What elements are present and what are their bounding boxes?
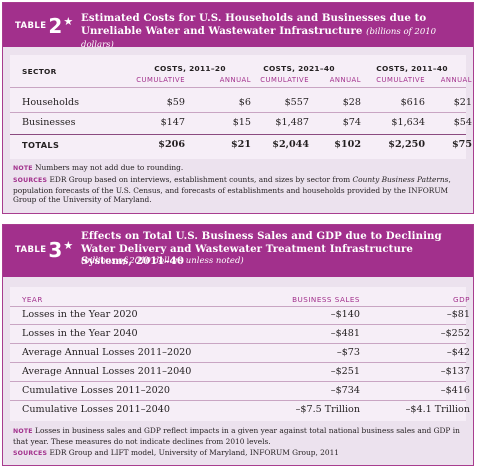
cell: $15 [232, 117, 251, 128]
cell: $28 [342, 97, 361, 108]
table-2-label: TABLE [15, 21, 47, 31]
sources-label: SOURCES [13, 177, 48, 184]
gdp-cell: –$42 [446, 347, 470, 358]
subheader: CUMULATIVE [260, 76, 309, 84]
table-2-title: Estimated Costs for U.S. Households and … [81, 12, 437, 51]
table-3-label: TABLE [15, 245, 47, 255]
divider [10, 324, 466, 325]
gdp-cell: –$416 [440, 385, 470, 396]
gdp-cell: –$137 [440, 366, 470, 377]
table-2-sources: SOURCES EDR Group based on interviews, e… [13, 175, 451, 205]
table-3-tag: TABLE 3★ [15, 238, 73, 262]
cell: $1,634 [391, 117, 425, 128]
row-label: Losses in the Year 2040 [22, 328, 138, 339]
row-label: Average Annual Losses 2011–2040 [22, 366, 192, 377]
sales-cell: –$734 [330, 385, 360, 396]
group-header: COSTS, 2021–40 [263, 64, 335, 73]
total-cell: $2,250 [388, 139, 425, 150]
sales-cell: –$481 [330, 328, 360, 339]
row-label: Average Annual Losses 2011–2020 [22, 347, 192, 358]
cell: $54 [453, 117, 472, 128]
year-header: YEAR [22, 295, 43, 304]
row-label: Businesses [22, 117, 76, 128]
divider [10, 362, 466, 363]
sales-cell: –$251 [330, 366, 360, 377]
total-cell: $75 [451, 139, 472, 150]
table-2-tag: TABLE 2★ [15, 14, 73, 38]
subheader: ANNUAL [219, 76, 251, 84]
table-3-note: NOTE Losses in business sales and GDP re… [13, 426, 460, 446]
table-2-note: NOTE Numbers may not add due to rounding… [13, 163, 184, 172]
divider [10, 343, 466, 344]
sector-header: SECTOR [22, 67, 57, 76]
gdp-cell: –$4.1 Trillion [405, 404, 470, 415]
divider [10, 87, 466, 88]
divider [10, 112, 466, 113]
cell: $74 [342, 117, 361, 128]
cell: $6 [238, 97, 251, 108]
cell: $1,487 [275, 117, 309, 128]
table-2-panel: TABLE 2★ Estimated Costs for U.S. Househo… [2, 2, 474, 214]
gdp-header: GDP [453, 295, 470, 304]
table-2-number: 2 [48, 14, 63, 38]
totals-label: TOTALS [22, 140, 60, 150]
group-header: COSTS, 2011–40 [376, 64, 448, 73]
star-icon: ★ [63, 239, 74, 252]
divider [10, 306, 466, 307]
table-2-body: SECTOR COSTS, 2011–20 COSTS, 2021–40 COS… [10, 55, 472, 159]
table-2-unit: (billions of 2010 dollars) [81, 26, 437, 51]
gdp-cell: –$252 [440, 328, 470, 339]
gdp-cell: –$81 [446, 309, 470, 320]
note-label: NOTE [13, 165, 33, 172]
table-3-header: TABLE 3★ Effects on Total U.S. Business S… [3, 225, 473, 277]
table-3-body: YEAR BUSINESS SALES GDP Losses in the Ye… [10, 287, 470, 421]
cell: $557 [284, 97, 309, 108]
subheader: CUMULATIVE [376, 76, 425, 84]
row-label: Cumulative Losses 2011–2020 [22, 385, 170, 396]
total-cell: $2,044 [272, 139, 309, 150]
total-cell: $21 [230, 139, 251, 150]
subheader: ANNUAL [440, 76, 472, 84]
row-label: Households [22, 97, 80, 108]
sales-cell: –$7.5 Trillion [295, 404, 360, 415]
table-3-title: Effects on Total U.S. Business Sales and… [81, 230, 442, 267]
cell: $21 [453, 97, 472, 108]
total-cell: $102 [334, 139, 361, 150]
sales-cell: –$140 [330, 309, 360, 320]
note-label: NOTE [13, 428, 33, 435]
cell: $59 [166, 97, 185, 108]
total-cell: $206 [158, 139, 185, 150]
table-2-header: TABLE 2★ Estimated Costs for U.S. Househo… [3, 3, 473, 50]
sales-cell: –$73 [336, 347, 360, 358]
divider [10, 400, 466, 401]
divider [10, 134, 466, 135]
star-icon: ★ [63, 15, 74, 28]
table-3-subtitle: (billions of 2010 dollars unless noted) [81, 256, 244, 266]
cell: $147 [160, 117, 185, 128]
table-3-sources: SOURCES EDR Group and LIFT model, Univer… [13, 448, 339, 457]
sources-label: SOURCES [13, 450, 48, 457]
table-3-panel: TABLE 3★ Effects on Total U.S. Business S… [2, 224, 474, 466]
table-3-number: 3 [48, 238, 63, 262]
subheader: ANNUAL [329, 76, 361, 84]
sales-header: BUSINESS SALES [292, 295, 360, 304]
row-label: Losses in the Year 2020 [22, 309, 138, 320]
subheader: CUMULATIVE [136, 76, 185, 84]
group-header: COSTS, 2011–20 [154, 64, 226, 73]
row-label: Cumulative Losses 2011–2040 [22, 404, 170, 415]
divider [10, 381, 466, 382]
cell: $616 [400, 97, 425, 108]
